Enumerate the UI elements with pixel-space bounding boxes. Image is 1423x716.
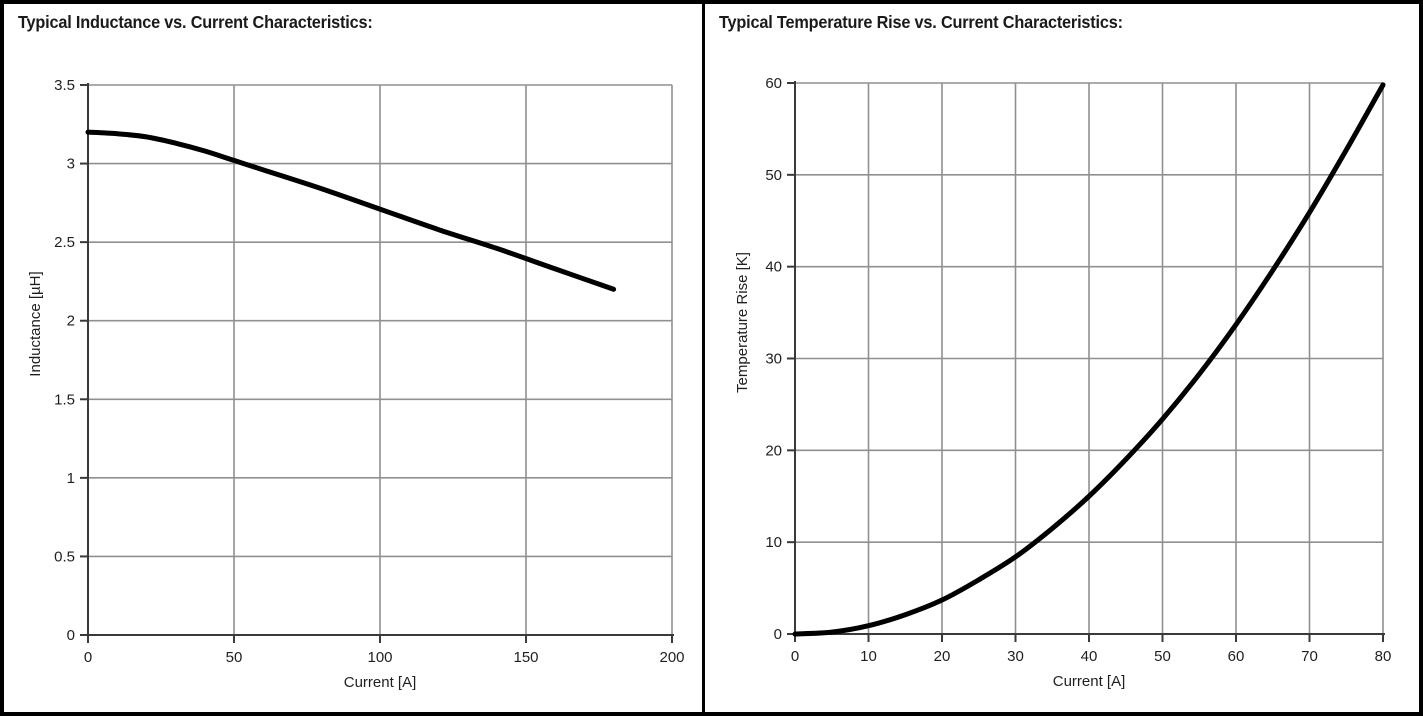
x-tick-label: 200 bbox=[659, 649, 684, 666]
panel-divider bbox=[702, 4, 705, 712]
y-tick-label: 3.5 bbox=[54, 77, 75, 94]
y-tick-label: 1 bbox=[67, 470, 75, 487]
panel-inductance: Typical Inductance vs. Current Character… bbox=[4, 4, 702, 712]
x-tick-label: 30 bbox=[1007, 648, 1024, 665]
inductance-chart-title: Typical Inductance vs. Current Character… bbox=[18, 12, 373, 32]
x-axis-label: Current [A] bbox=[1053, 673, 1126, 690]
series-line-inductance bbox=[85, 129, 617, 292]
y-tick-label: 20 bbox=[765, 442, 782, 459]
x-axis-label: Current [A] bbox=[344, 674, 417, 691]
temperature-rise-vs-current-chart: 0 10 20 30 40 50 60 0 10 20 30 40 50 60 70 80 Current [A… bbox=[734, 75, 1392, 690]
x-tick-label: 40 bbox=[1081, 648, 1098, 665]
y-tick-label: 2 bbox=[67, 313, 75, 330]
inductance-vs-current-chart: 0 0.5 1 1.5 2 2.5 3 3.5 0 50 100 150 200 Current [A] I… bbox=[27, 77, 685, 691]
y-tick-label: 10 bbox=[765, 534, 782, 551]
y-tick-label: 3 bbox=[67, 156, 75, 173]
x-tick-label: 70 bbox=[1301, 648, 1318, 665]
x-tick-label: 100 bbox=[367, 649, 392, 666]
y-tick-label: 50 bbox=[765, 167, 782, 184]
y-axis-label: Temperature Rise [K] bbox=[734, 252, 751, 393]
temperature-rise-chart-title: Typical Temperature Rise vs. Current Cha… bbox=[719, 12, 1123, 32]
y-tick-label: 2.5 bbox=[54, 234, 75, 251]
y-axis-label: Inductance [µH] bbox=[27, 271, 44, 376]
x-tick-label: 80 bbox=[1375, 648, 1392, 665]
y-tick-label: 1.5 bbox=[54, 391, 75, 408]
y-tick-label: 0.5 bbox=[54, 548, 75, 565]
x-tick-label: 0 bbox=[791, 648, 799, 665]
series-line-temperature-rise bbox=[792, 82, 1386, 637]
x-tick-label: 150 bbox=[513, 649, 538, 666]
y-tick-label: 30 bbox=[765, 351, 782, 368]
x-tick-label: 50 bbox=[226, 649, 243, 666]
y-tick-label: 0 bbox=[774, 626, 782, 643]
panel-temperature-rise: Typical Temperature Rise vs. Current Cha… bbox=[705, 4, 1419, 712]
x-tick-label: 50 bbox=[1154, 648, 1171, 665]
y-tick-label: 0 bbox=[67, 627, 75, 644]
x-tick-label: 60 bbox=[1228, 648, 1245, 665]
y-tick-label: 60 bbox=[765, 75, 782, 92]
x-tick-label: 0 bbox=[84, 649, 92, 666]
x-tick-label: 10 bbox=[860, 648, 877, 665]
x-tick-label: 20 bbox=[934, 648, 951, 665]
y-tick-label: 40 bbox=[765, 259, 782, 276]
